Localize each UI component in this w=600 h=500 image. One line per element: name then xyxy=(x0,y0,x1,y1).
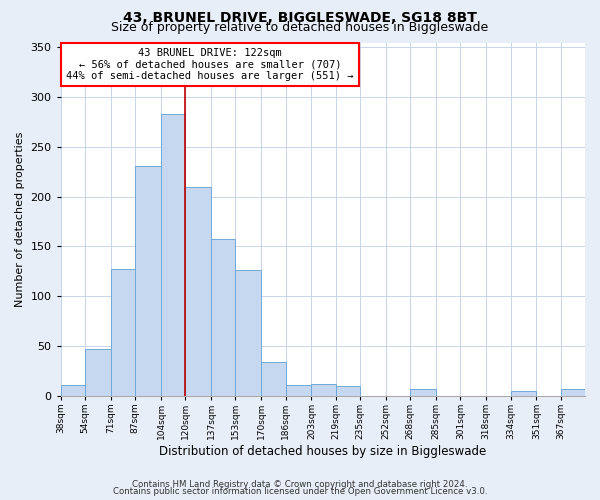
Text: 43, BRUNEL DRIVE, BIGGLESWADE, SG18 8BT: 43, BRUNEL DRIVE, BIGGLESWADE, SG18 8BT xyxy=(123,11,477,25)
Bar xyxy=(262,362,286,396)
Text: Contains HM Land Registry data © Crown copyright and database right 2024.: Contains HM Land Registry data © Crown c… xyxy=(132,480,468,489)
Bar xyxy=(311,384,336,396)
Bar xyxy=(286,384,311,396)
Bar xyxy=(511,390,536,396)
Bar xyxy=(235,270,262,396)
Bar xyxy=(211,240,235,396)
Bar xyxy=(185,186,211,396)
Text: Contains public sector information licensed under the Open Government Licence v3: Contains public sector information licen… xyxy=(113,487,487,496)
Text: 43 BRUNEL DRIVE: 122sqm
← 56% of detached houses are smaller (707)
44% of semi-d: 43 BRUNEL DRIVE: 122sqm ← 56% of detache… xyxy=(67,48,354,81)
Bar xyxy=(336,386,360,396)
Bar xyxy=(161,114,185,396)
Bar xyxy=(85,349,111,396)
X-axis label: Distribution of detached houses by size in Biggleswade: Distribution of detached houses by size … xyxy=(159,444,487,458)
Text: Size of property relative to detached houses in Biggleswade: Size of property relative to detached ho… xyxy=(112,22,488,35)
Bar xyxy=(61,384,85,396)
Bar xyxy=(135,166,161,396)
Y-axis label: Number of detached properties: Number of detached properties xyxy=(15,132,25,306)
Bar xyxy=(560,388,585,396)
Bar xyxy=(111,270,135,396)
Bar xyxy=(410,388,436,396)
